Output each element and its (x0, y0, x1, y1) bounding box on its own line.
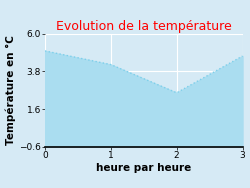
Title: Evolution de la température: Evolution de la température (56, 20, 232, 33)
Y-axis label: Température en °C: Température en °C (6, 35, 16, 145)
X-axis label: heure par heure: heure par heure (96, 163, 192, 173)
